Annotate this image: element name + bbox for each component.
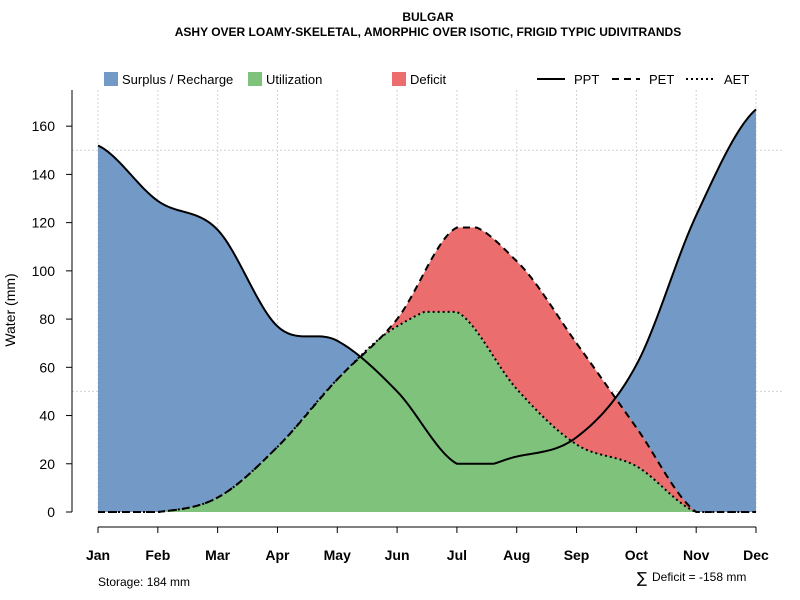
- y-tick-label-80: 80: [39, 311, 55, 327]
- x-tick-label-apr: Apr: [265, 547, 290, 563]
- chart-subtitle: ASHY OVER LOAMY-SKELETAL, AMORPHIC OVER …: [175, 25, 681, 39]
- y-tick-label-100: 100: [32, 263, 56, 279]
- legend-label-aet: AET: [724, 72, 749, 87]
- y-axis-title: Water (mm): [2, 273, 18, 346]
- x-tick-label-jun: Jun: [385, 547, 410, 563]
- x-tick-label-mar: Mar: [205, 547, 230, 563]
- x-tick-label-aug: Aug: [503, 547, 530, 563]
- y-tick-label-20: 20: [39, 456, 55, 472]
- area-utilization: [98, 311, 756, 512]
- y-tick-label-140: 140: [32, 166, 56, 182]
- x-tick-label-may: May: [324, 547, 351, 563]
- y-tick-label-40: 40: [39, 408, 55, 424]
- series-line-pet: [98, 226, 756, 513]
- x-tick-label-nov: Nov: [683, 547, 710, 563]
- x-tick-label-sep: Sep: [564, 547, 590, 563]
- legend-label-deficit: Deficit: [410, 72, 447, 87]
- deficit-total-note: Deficit = -158 mm: [652, 570, 746, 584]
- x-tick-label-jan: Jan: [86, 547, 110, 563]
- legend-label-utilization: Utilization: [266, 72, 322, 87]
- legend-label-surplus: Surplus / Recharge: [122, 72, 233, 87]
- area-fills: [98, 109, 756, 512]
- y-tick-label-60: 60: [39, 359, 55, 375]
- x-tick-label-jul: Jul: [447, 547, 467, 563]
- legend-swatch-surplus: [104, 72, 118, 86]
- chart-title: BULGAR: [402, 10, 454, 24]
- sum-symbol: ∑: [637, 569, 647, 587]
- axes: 0 20 40 60 80 100 120 140 160 Jan Feb Mar Apr May Jun J…: [32, 90, 769, 563]
- x-tick-label-feb: Feb: [145, 547, 170, 563]
- x-tick-label-oct: Oct: [625, 547, 649, 563]
- y-tick-label-120: 120: [32, 215, 56, 231]
- area-deficit: [98, 227, 756, 512]
- legend: Surplus / Recharge Utilization Deficit P…: [104, 72, 749, 87]
- x-tick-label-dec: Dec: [743, 547, 769, 563]
- legend-label-ppt: PPT: [574, 72, 599, 87]
- series-lines: [97, 108, 757, 513]
- y-tick-label-160: 160: [32, 118, 56, 134]
- storage-note: Storage: 184 mm: [98, 575, 190, 589]
- series-line-ppt: [97, 108, 757, 465]
- area-surplus-recharge: [98, 109, 756, 512]
- legend-label-pet: PET: [649, 72, 674, 87]
- legend-swatch-deficit: [392, 72, 406, 86]
- y-tick-label-0: 0: [47, 504, 55, 520]
- legend-swatch-utilization: [248, 72, 262, 86]
